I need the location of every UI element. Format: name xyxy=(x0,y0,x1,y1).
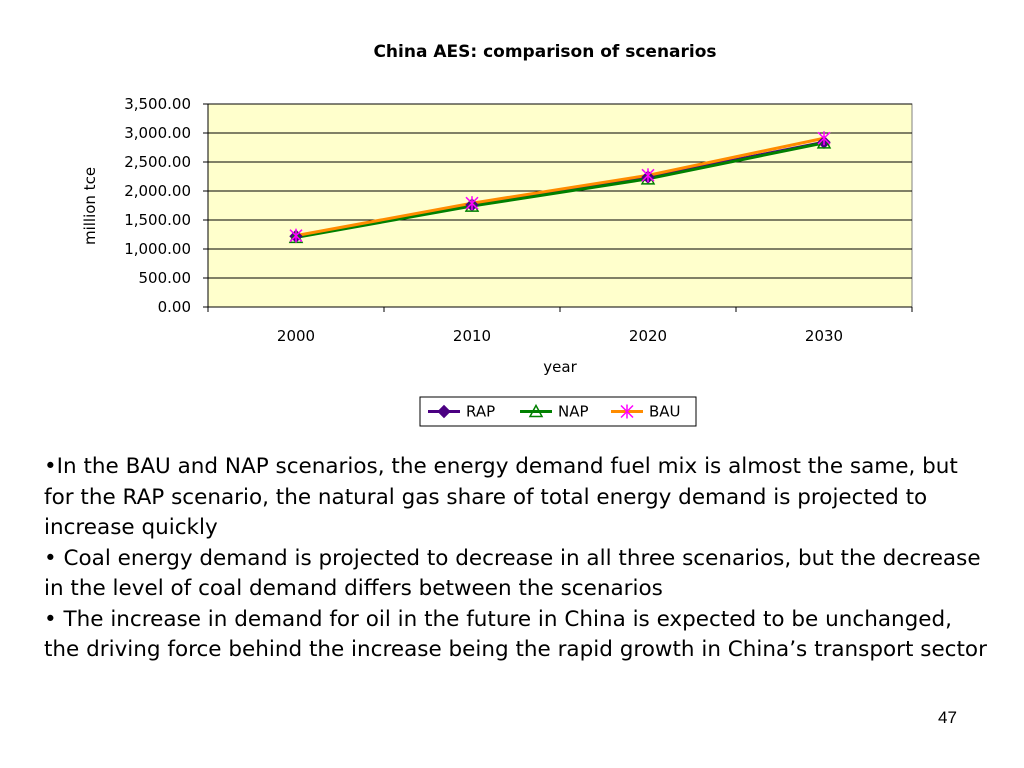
bullet-item: • The increase in demand for oil in the … xyxy=(44,606,987,663)
y-tick-label: 1,000.00 xyxy=(124,240,191,258)
bullet-item: •In the BAU and NAP scenarios, the energ… xyxy=(44,454,958,540)
y-tick-label: 3,000.00 xyxy=(124,124,191,142)
chart-svg: China AES: comparison of scenarios 0.00 50… xyxy=(81,42,913,427)
data-point xyxy=(816,135,832,149)
y-tick-label: 3,500.00 xyxy=(124,95,191,113)
y-axis-label: million tce xyxy=(81,167,99,245)
data-point xyxy=(528,403,544,418)
plot-area xyxy=(207,103,913,308)
x-axis-label: year xyxy=(543,358,577,376)
data-point xyxy=(620,404,634,419)
page-number: 47 xyxy=(938,708,957,727)
legend-label: RAP xyxy=(466,403,495,421)
chart: China AES: comparison of scenarios 0.00 50… xyxy=(81,42,913,427)
y-tick-label: 1,500.00 xyxy=(124,211,191,229)
legend xyxy=(419,396,697,427)
chart-title: China AES: comparison of scenarios xyxy=(373,42,716,62)
series-line-nap xyxy=(295,141,825,239)
data-point xyxy=(289,228,303,243)
x-tick-label: 2020 xyxy=(629,327,667,345)
data-point xyxy=(641,168,655,183)
x-tick-label: 2000 xyxy=(277,327,315,345)
series-line-bau xyxy=(295,136,825,238)
x-tick-label: 2030 xyxy=(805,327,843,345)
y-tick-label: 2,000.00 xyxy=(124,182,191,200)
legend-label: BAU xyxy=(649,403,681,421)
y-tick-label: 500.00 xyxy=(139,269,192,287)
data-point xyxy=(437,404,451,419)
x-tick-label: 2010 xyxy=(453,327,491,345)
y-tick-label: 2,500.00 xyxy=(124,153,191,171)
legend-label: NAP xyxy=(558,403,589,421)
y-tick-label: 0.00 xyxy=(158,298,191,316)
bullet-item: • Coal energy demand is projected to dec… xyxy=(44,545,981,602)
bullet-list: •In the BAU and NAP scenarios, the energ… xyxy=(44,452,994,666)
data-point xyxy=(817,131,831,146)
data-point xyxy=(465,196,479,211)
